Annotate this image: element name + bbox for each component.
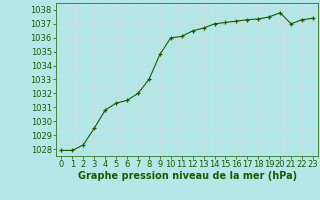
X-axis label: Graphe pression niveau de la mer (hPa): Graphe pression niveau de la mer (hPa)	[78, 171, 297, 181]
